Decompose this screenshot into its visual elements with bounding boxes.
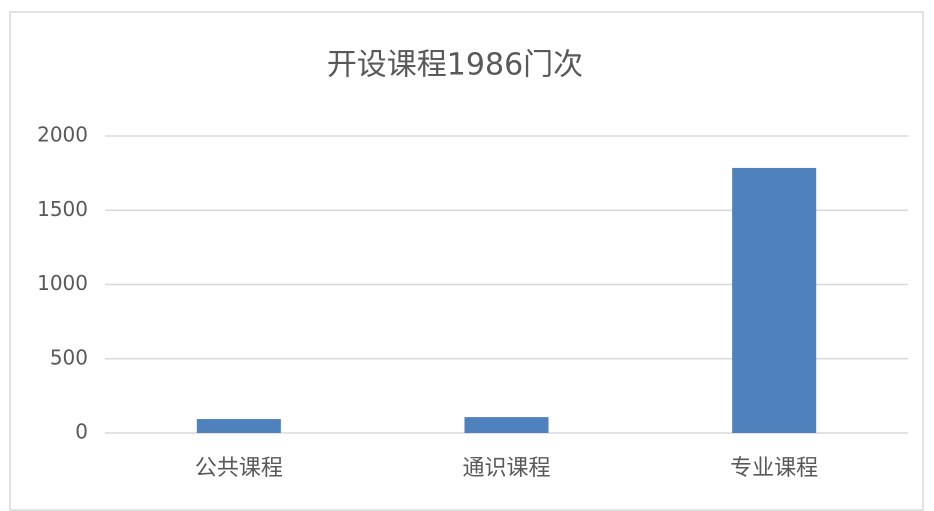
y-tick-label: 2000: [37, 123, 88, 147]
y-tick-label: 500: [50, 345, 88, 369]
bar: [732, 167, 817, 434]
y-tick-label: 0: [75, 420, 88, 444]
y-tick-label: 1000: [37, 271, 88, 295]
bar: [464, 417, 549, 433]
bar: [196, 419, 281, 433]
y-tick-label: 1500: [37, 197, 88, 221]
x-tick-label: 公共课程: [195, 456, 283, 481]
x-tick-label: 通识课程: [462, 456, 550, 481]
x-tick-label: 专业课程: [730, 456, 818, 481]
chart-title: 开设课程1986门次: [327, 48, 583, 83]
